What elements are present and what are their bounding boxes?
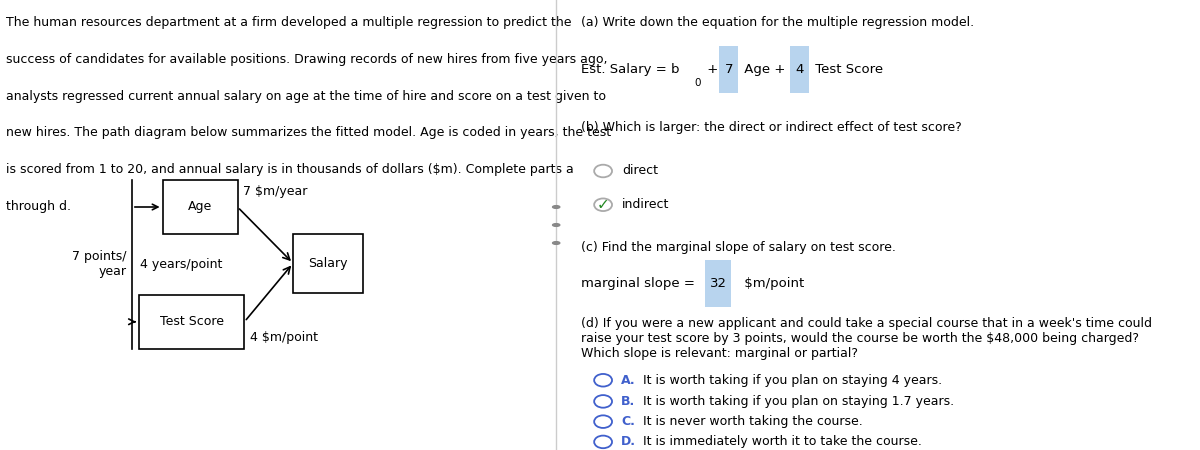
Text: +: + (703, 63, 722, 76)
Text: Salary: Salary (308, 257, 348, 270)
Text: Age +: Age + (740, 63, 790, 76)
Text: (b) Which is larger: the direct or indirect effect of test score?: (b) Which is larger: the direct or indir… (581, 122, 961, 135)
Text: (d) If you were a new applicant and could take a special course that in a week's: (d) If you were a new applicant and coul… (581, 317, 1152, 360)
FancyBboxPatch shape (790, 46, 809, 93)
Text: new hires. The path diagram below summarizes the fitted model. Age is coded in y: new hires. The path diagram below summar… (6, 126, 611, 140)
Text: direct: direct (623, 165, 659, 177)
Text: It is worth taking if you plan on staying 4 years.: It is worth taking if you plan on stayin… (643, 374, 942, 387)
Text: Est. Salary = b: Est. Salary = b (581, 63, 679, 76)
Text: $m/point: $m/point (740, 277, 805, 290)
FancyBboxPatch shape (719, 46, 738, 93)
Text: through d.: through d. (6, 200, 71, 213)
FancyBboxPatch shape (139, 295, 245, 349)
Text: 4 years/point: 4 years/point (140, 258, 223, 271)
Text: 32: 32 (709, 277, 726, 290)
Text: success of candidates for available positions. Drawing records of new hires from: success of candidates for available posi… (6, 53, 607, 66)
Text: B.: B. (620, 395, 635, 408)
Text: It is immediately worth it to take the course.: It is immediately worth it to take the c… (643, 436, 922, 448)
Text: 4: 4 (794, 63, 803, 76)
Text: (c) Find the marginal slope of salary on test score.: (c) Find the marginal slope of salary on… (581, 241, 895, 254)
Text: Test Score: Test Score (160, 315, 223, 328)
Text: 7 points/
year: 7 points/ year (72, 250, 126, 279)
FancyBboxPatch shape (162, 180, 238, 234)
Text: 7: 7 (725, 63, 733, 76)
Text: 7 $m/year: 7 $m/year (244, 185, 307, 198)
Text: Test Score: Test Score (810, 63, 883, 76)
Text: It is worth taking if you plan on staying 1.7 years.: It is worth taking if you plan on stayin… (643, 395, 954, 408)
Text: marginal slope =: marginal slope = (581, 277, 698, 290)
Text: It is never worth taking the course.: It is never worth taking the course. (643, 415, 863, 428)
Text: is scored from 1 to 20, and annual salary is in thousands of dollars ($m). Compl: is scored from 1 to 20, and annual salar… (6, 163, 574, 176)
Text: ✓: ✓ (596, 197, 610, 212)
Text: C.: C. (620, 415, 635, 428)
Text: 0: 0 (695, 78, 701, 88)
Text: Age: Age (188, 201, 212, 213)
FancyBboxPatch shape (706, 260, 731, 307)
Text: D.: D. (620, 436, 636, 448)
Text: The human resources department at a firm developed a multiple regression to pred: The human resources department at a firm… (6, 16, 571, 29)
Text: A.: A. (620, 374, 636, 387)
Text: indirect: indirect (623, 198, 670, 211)
FancyBboxPatch shape (293, 234, 362, 292)
Text: 4 $m/point: 4 $m/point (250, 331, 318, 344)
Text: analysts regressed current annual salary on age at the time of hire and score on: analysts regressed current annual salary… (6, 90, 606, 103)
Text: (a) Write down the equation for the multiple regression model.: (a) Write down the equation for the mult… (581, 16, 974, 29)
